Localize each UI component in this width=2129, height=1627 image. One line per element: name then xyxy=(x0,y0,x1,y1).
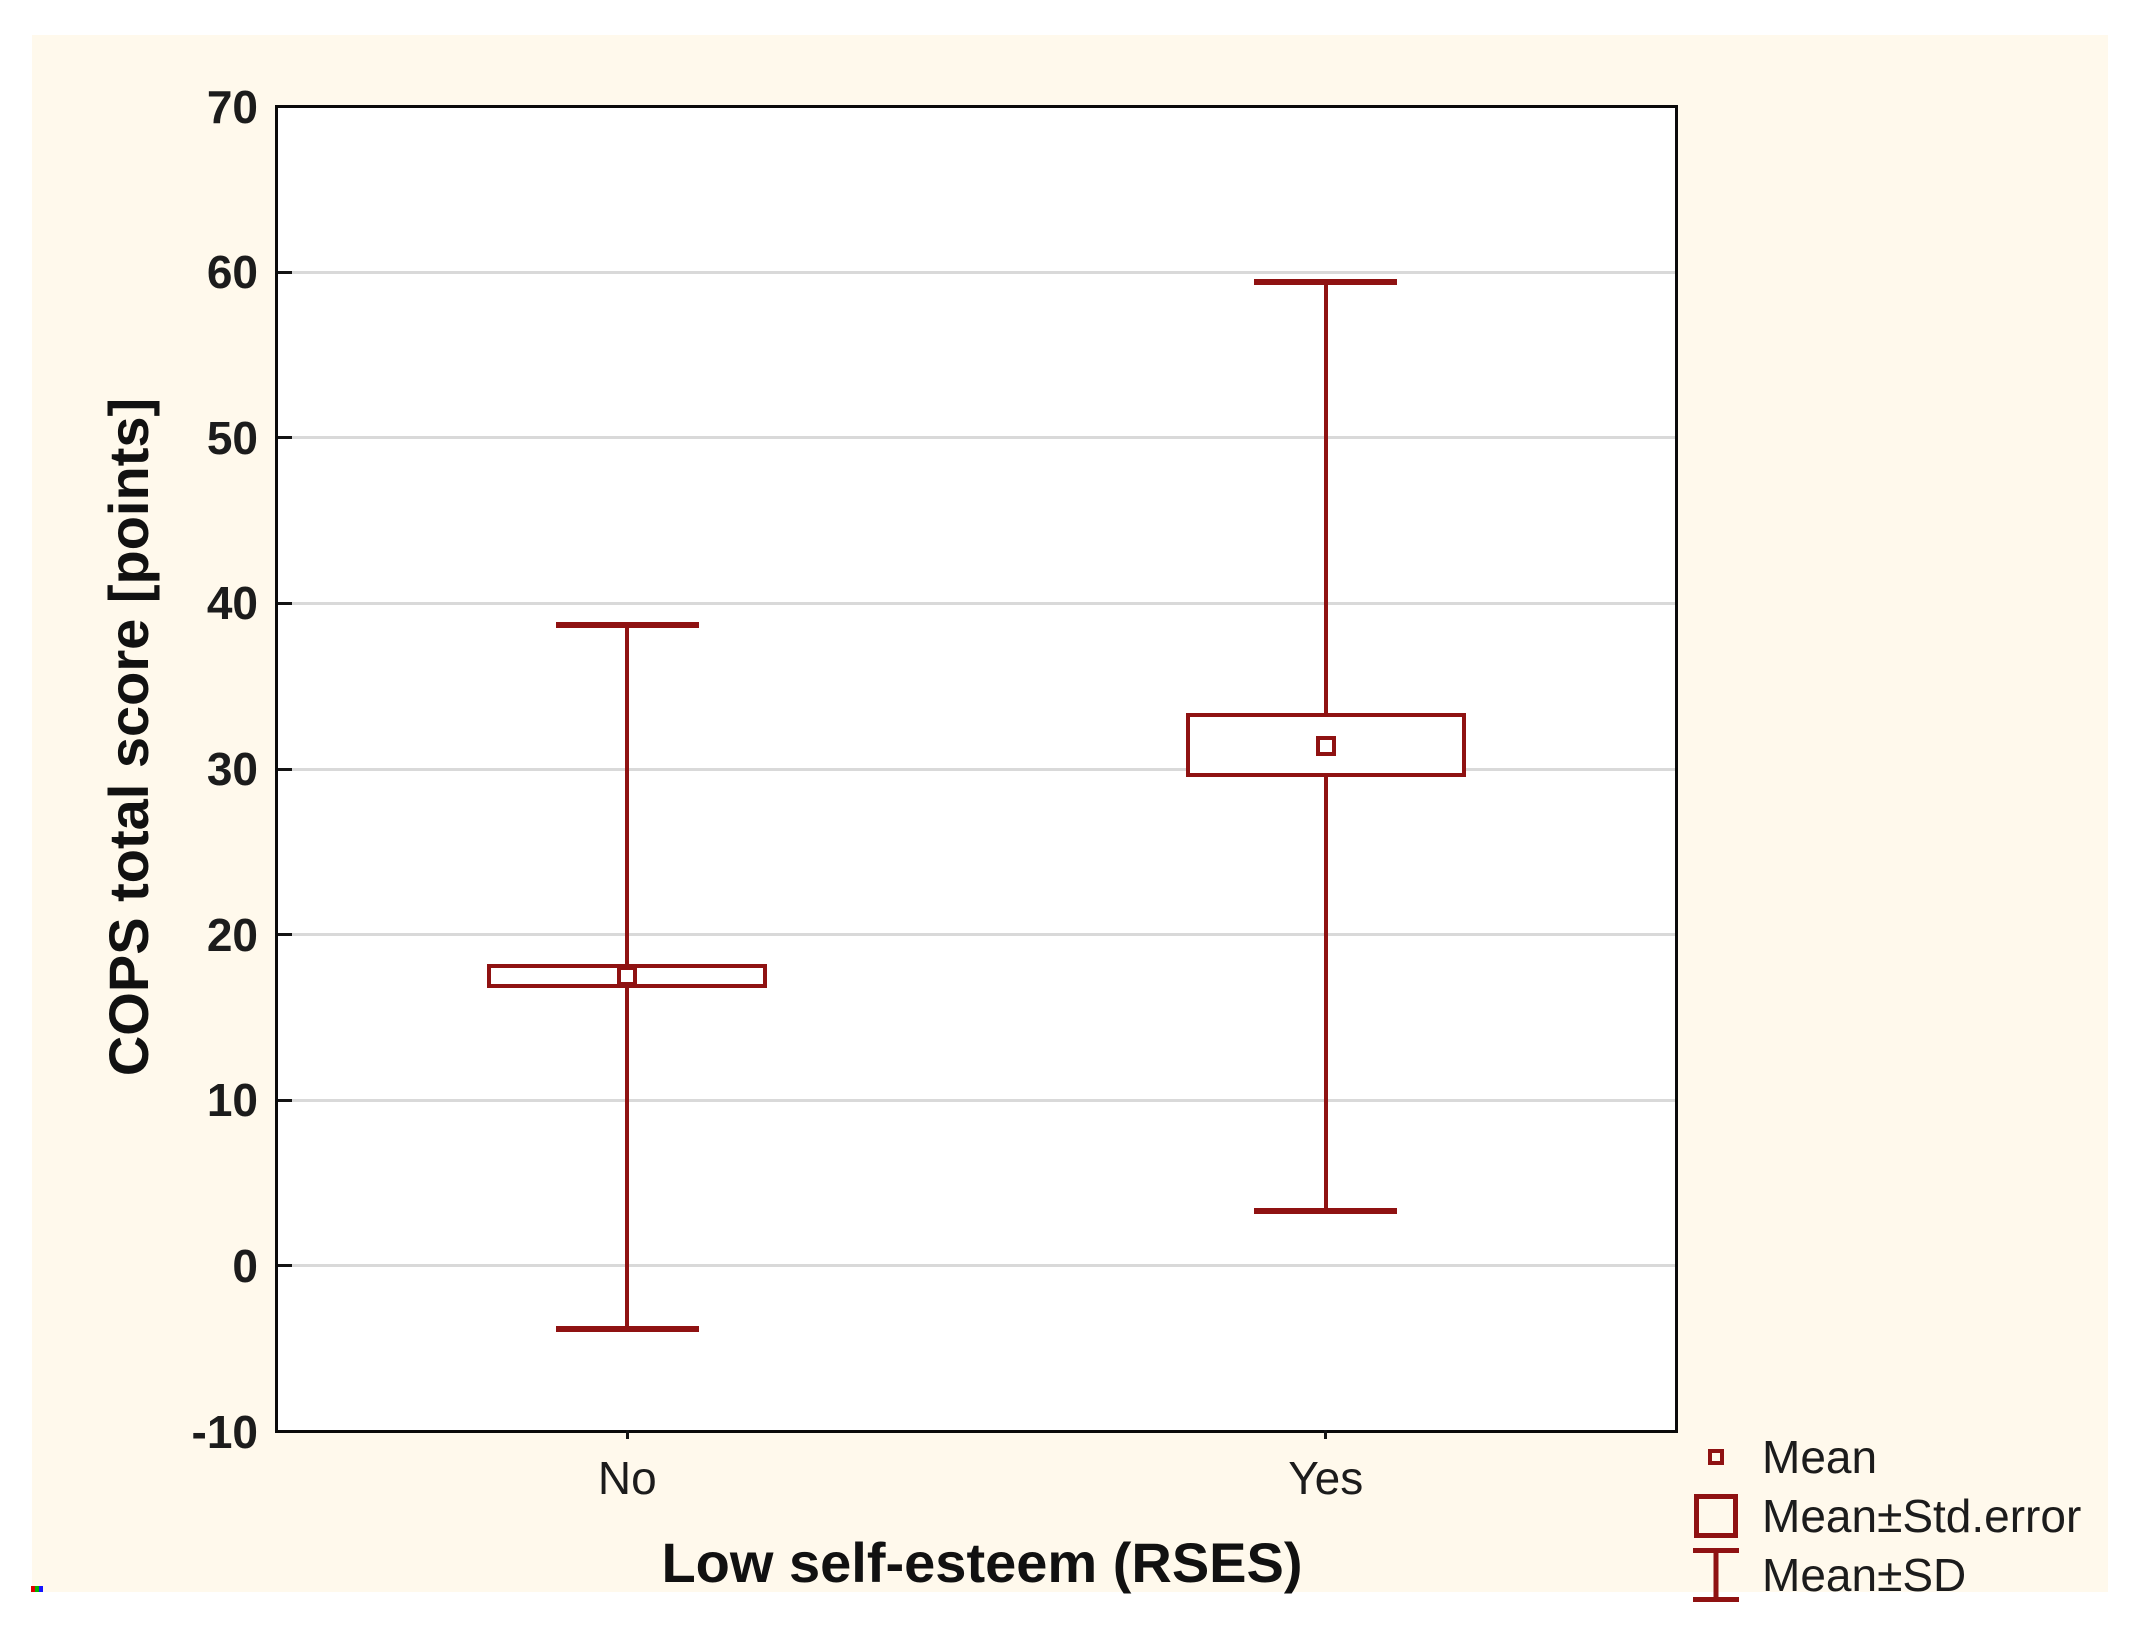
gridline-0 xyxy=(278,1264,1675,1268)
y-tick-30 xyxy=(278,767,292,771)
mean-square-icon xyxy=(1708,1448,1724,1465)
legend-row-1: Mean±Std.error xyxy=(1684,1486,2081,1545)
y-tick-label-20: 20 xyxy=(206,908,258,961)
gridline-20 xyxy=(278,933,1675,937)
gridline-60 xyxy=(278,270,1675,274)
y-tick-label-70: 70 xyxy=(206,80,258,133)
legend-row-2: Mean±SD xyxy=(1684,1545,2081,1604)
gridline-10 xyxy=(278,1098,1675,1102)
legend-icon-cell-1 xyxy=(1684,1493,1748,1538)
no-mean-marker xyxy=(617,966,638,987)
stderror-box-icon xyxy=(1694,1493,1738,1538)
legend-label-1: Mean±Std.error xyxy=(1762,1489,2082,1542)
y-tick-0 xyxy=(278,1264,292,1268)
y-tick-50 xyxy=(278,436,292,440)
y-tick-label-0: 0 xyxy=(232,1239,258,1292)
legend: Mean Mean±Std.error Mean±SD xyxy=(1684,1427,2081,1604)
sd-icon-bottom-cap xyxy=(1693,1596,1739,1602)
chart-panel: 70 60 50 40 30 20 10 0 -10 No Yes COPS total score… xyxy=(32,35,2108,1602)
x-tick-yes xyxy=(1324,1430,1328,1439)
y-tick-label--10: -10 xyxy=(191,1405,258,1458)
y-tick-label-30: 30 xyxy=(206,743,258,795)
category-label-yes: Yes xyxy=(1288,1452,1364,1504)
y-tick-40 xyxy=(278,601,292,605)
y-tick-20 xyxy=(278,933,292,937)
gridline-50 xyxy=(278,436,1675,440)
x-tick-no xyxy=(625,1430,629,1439)
y-axis-title: COPS total score [points] xyxy=(97,397,160,1077)
y-tick-label-60: 60 xyxy=(206,246,258,299)
y-tick-label-50: 50 xyxy=(206,411,258,464)
gridline-40 xyxy=(278,601,1675,605)
yes-mean-marker xyxy=(1315,735,1336,756)
no-sd-whisker-cap-top xyxy=(555,621,699,628)
legend-icon-cell-0 xyxy=(1684,1448,1748,1465)
no-sd-whisker-cap-bottom xyxy=(555,1325,699,1332)
sd-icon-stem xyxy=(1713,1547,1719,1602)
y-tick-60 xyxy=(278,270,292,274)
y-tick-10 xyxy=(278,1098,292,1102)
subpixel-artifact xyxy=(31,1586,43,1592)
legend-icon-cell-2 xyxy=(1684,1547,1748,1602)
x-axis-title: Low self-esteem (RSES) xyxy=(661,1531,1303,1594)
sd-whisker-icon xyxy=(1693,1547,1739,1602)
gridline-30 xyxy=(278,767,1675,771)
yes-sd-whisker-cap-top xyxy=(1254,279,1398,286)
y-tick-label-10: 10 xyxy=(206,1074,258,1127)
legend-label-0: Mean xyxy=(1762,1430,1878,1483)
y-tick-label-40: 40 xyxy=(206,577,258,630)
legend-row-0: Mean xyxy=(1684,1427,2081,1486)
category-label-no: No xyxy=(597,1452,657,1504)
legend-label-2: Mean±SD xyxy=(1762,1548,1967,1601)
yes-sd-whisker-cap-bottom xyxy=(1254,1208,1398,1215)
